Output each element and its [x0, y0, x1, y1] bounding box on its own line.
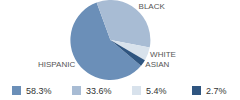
svg-text:33.6%: 33.6% — [86, 86, 112, 96]
svg-text:HISPANIC: HISPANIC — [38, 60, 75, 69]
svg-text:WHITE: WHITE — [150, 50, 176, 59]
svg-text:BLACK: BLACK — [139, 2, 166, 11]
svg-text:ASIAN: ASIAN — [145, 60, 169, 69]
svg-text:58.3%: 58.3% — [26, 86, 52, 96]
svg-text:2.7%: 2.7% — [206, 86, 227, 96]
svg-text:5.4%: 5.4% — [146, 86, 167, 96]
